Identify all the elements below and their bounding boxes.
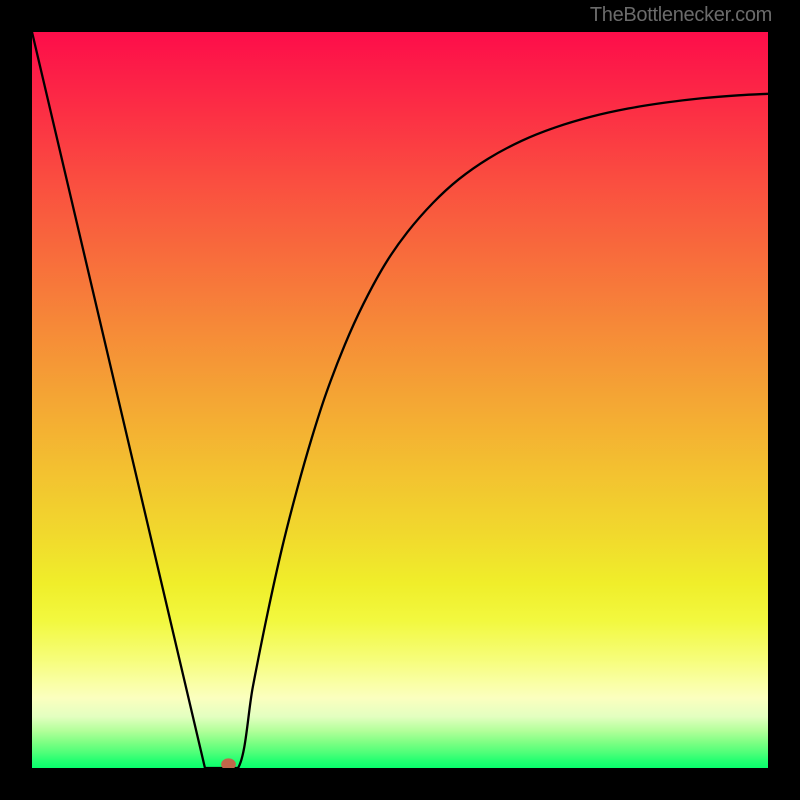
plot-area bbox=[32, 32, 768, 768]
chart-container: TheBottlenecker.com bbox=[0, 0, 800, 800]
gradient-background bbox=[32, 32, 768, 768]
watermark-text: TheBottlenecker.com bbox=[590, 4, 772, 27]
plot-svg bbox=[32, 32, 768, 768]
